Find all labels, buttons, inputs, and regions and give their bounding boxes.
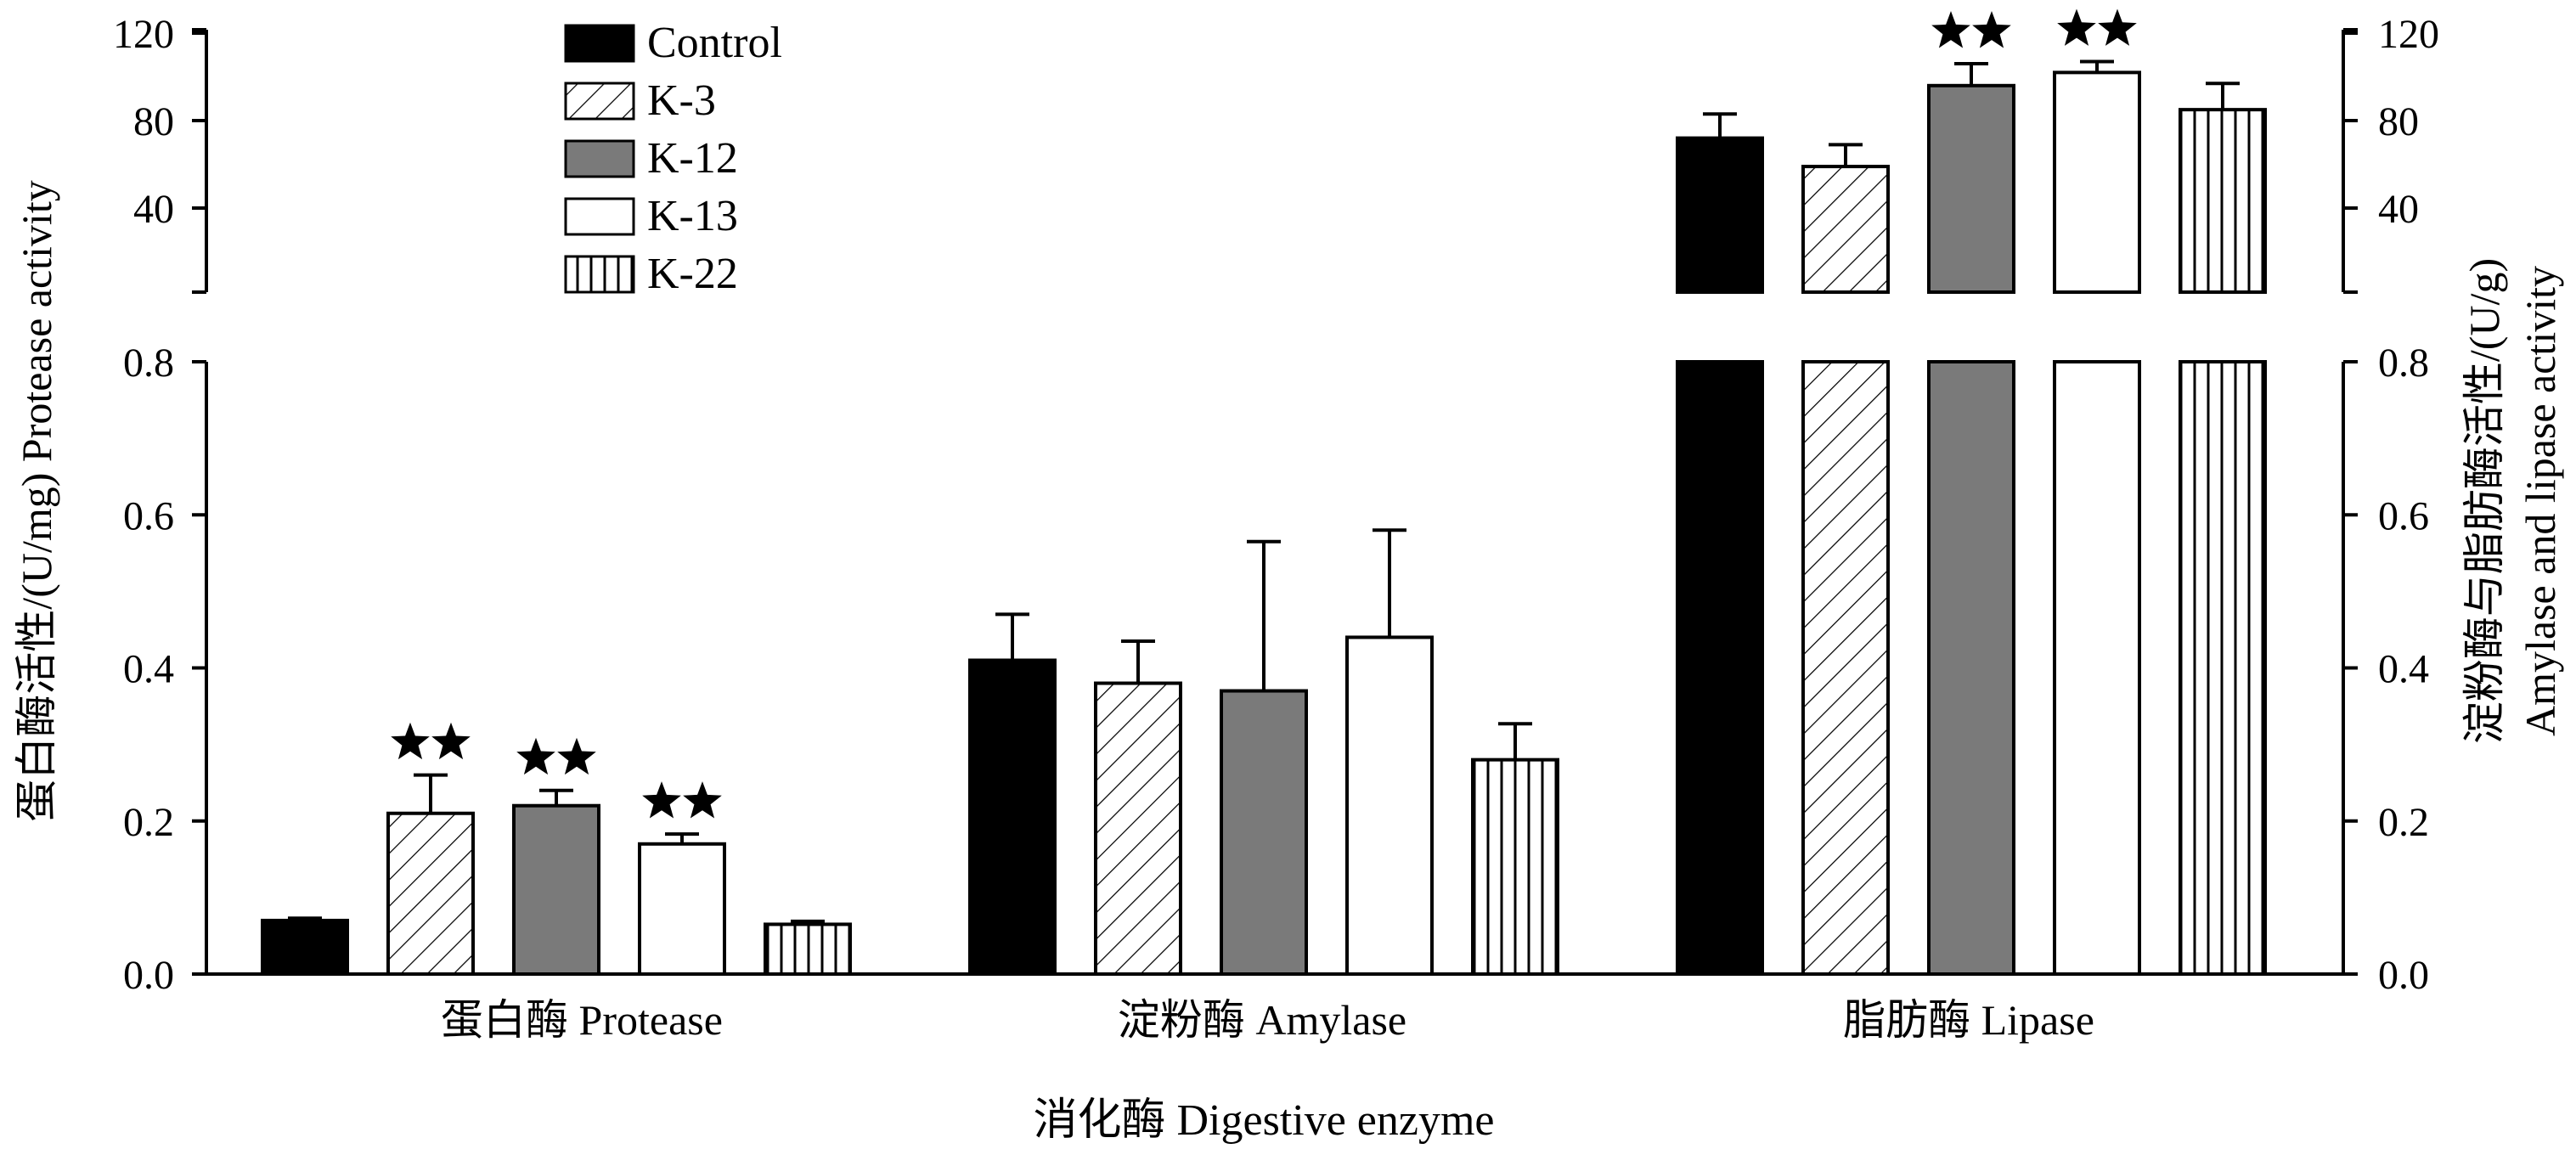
legend-label: K-13 [647,192,738,240]
y-tick-label-right: 0.2 [2378,800,2429,845]
significance-star [2057,8,2096,46]
x-tick-label-amylase: 淀粉酶 Amylase [1118,996,1406,1044]
significance-star [683,781,722,819]
x-tick-label-protease: 蛋白酶 Protease [441,996,723,1044]
y-tick-label-right: 0.0 [2378,953,2429,998]
bar-lower-k-12 [1927,360,2015,976]
y-tick-label-left: 0.0 [123,953,174,998]
x-tick-label-lipase: 脂肪酶 Lipase [1843,996,2094,1044]
y-tick-label-left: 0.4 [123,647,174,692]
significance-star [642,781,681,819]
bar-lower-k-3 [1801,360,1890,976]
bar-k-3 [386,811,475,976]
y-tick-label-right: 80 [2378,99,2419,144]
bar-control [261,918,349,976]
bar-k-3 [1094,681,1182,977]
bar-lower-k-22 [2179,360,2267,976]
y-tick-label-left: 80 [133,99,174,144]
bar-upper-k-13 [2053,70,2141,294]
legend-label: K-22 [647,250,738,298]
significance-star [1972,11,2011,48]
legend-swatch-k-3 [564,82,635,121]
significance-star [516,737,555,775]
bar-lower-control [1676,360,1764,976]
y-tick-label-right: 0.4 [2378,647,2429,692]
axis-ticks: 0.0 0.0 0.2 0.2 0.4 0.4 0.6 0.6 0.8 0.8 40 40 80 80 12… [113,12,2439,998]
bar-upper-control [1676,136,1764,294]
y-axis-title-left: 蛋白酶活性/(U/mg) Protease activity [13,180,60,821]
legend-swatch-k-22 [564,255,635,294]
y-axis-title-right-cn: 淀粉酶与脂肪酶活性/(U/g) [2460,258,2508,744]
significance-star [391,722,430,760]
bar-k-13 [1345,635,1434,976]
bar-lower-k-13 [2053,360,2141,976]
bar-upper-k-12 [1927,83,2015,294]
bar-upper-k-22 [2179,108,2267,294]
y-tick-label-left: 120 [113,12,174,57]
legend-label: Control [647,19,782,67]
y-tick-label-right: 0.8 [2378,341,2429,386]
legend-swatch-k-12 [564,139,635,178]
bar-upper-k-3 [1801,165,1890,294]
bar-k-12 [1220,689,1308,976]
significance-star [2098,8,2137,46]
bar-k-12 [512,803,600,976]
y-tick-label-right: 120 [2378,12,2439,57]
legend-label: K-3 [647,76,716,125]
y-axis-title-right-en: Amylase and lipase activity [2517,266,2564,736]
legend-label: K-12 [647,134,738,183]
y-tick-label-right: 0.6 [2378,493,2429,538]
legend-swatch-control [564,24,635,63]
bar-k-22 [764,922,852,976]
bars [261,8,2267,977]
significance-star [1931,11,1970,48]
significance-star [431,722,471,760]
bar-control [968,658,1057,976]
bar-k-13 [638,842,726,976]
significance-star [557,737,596,775]
y-tick-label-left: 0.6 [123,493,174,538]
legend-swatch-k-13 [564,197,635,236]
legend: Control K-3 K-12 K-13 K-22 [564,19,782,298]
x-axis-title: 消化酶 Digestive enzyme [1034,1096,1495,1145]
y-tick-label-right: 40 [2378,187,2419,232]
bar-k-22 [1471,758,1559,977]
y-tick-label-left: 40 [133,187,174,232]
y-tick-label-left: 0.2 [123,800,174,845]
y-tick-label-left: 0.8 [123,341,174,386]
